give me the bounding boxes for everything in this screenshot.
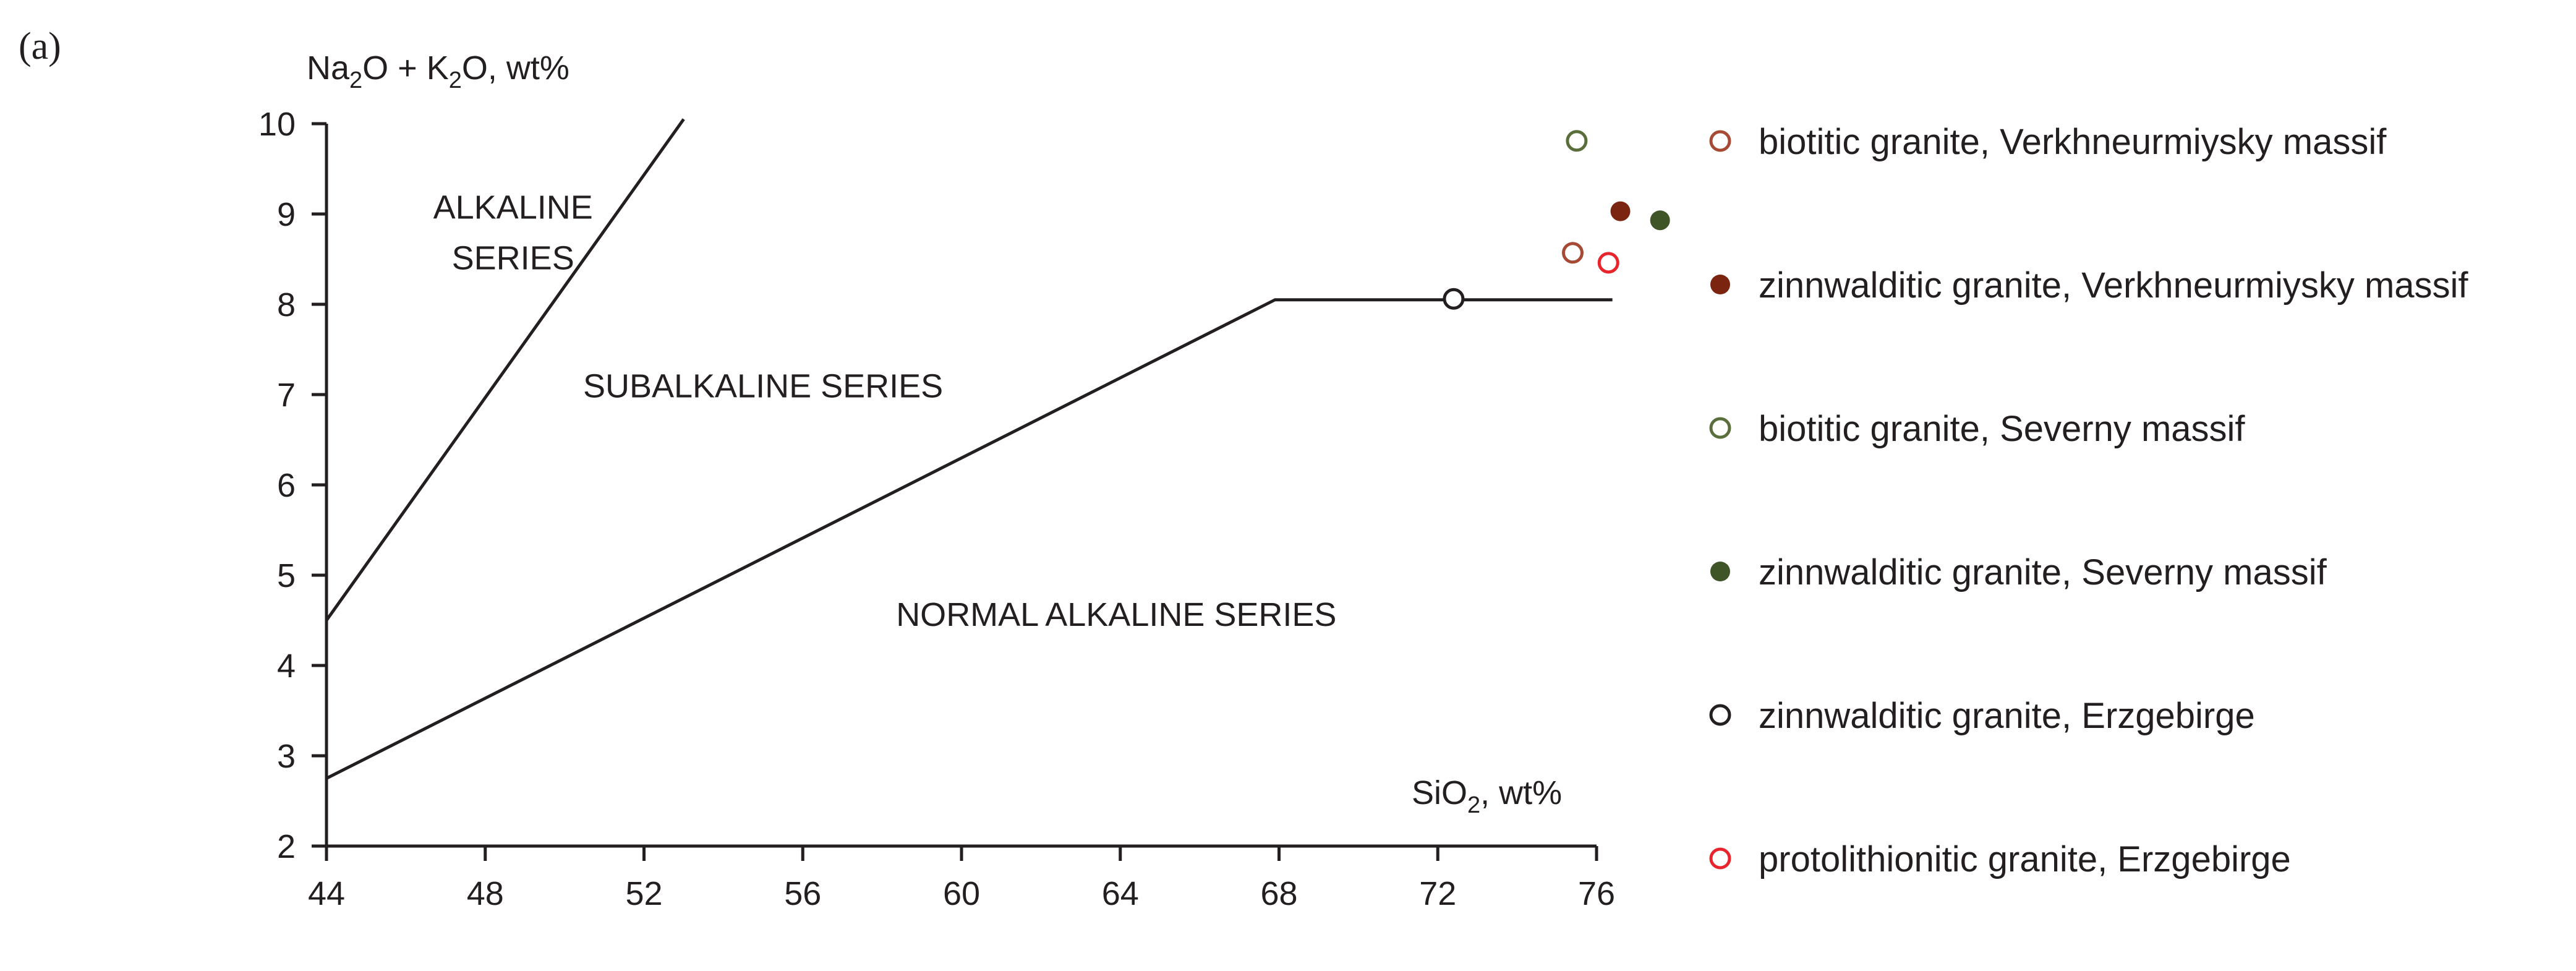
legend-label: zinnwalditic granite, Severny massif: [1759, 552, 2327, 592]
panel-label: (a): [19, 25, 61, 67]
legend-item: zinnwalditic granite, Erzgebirge: [1709, 696, 2255, 736]
data-point: [1650, 210, 1670, 231]
data-point: [1443, 288, 1465, 310]
y-ticks: 2 3 4 5 6 7 8 9 10: [258, 106, 326, 865]
x-tick-label: 44: [308, 875, 345, 912]
data-point: [1597, 252, 1619, 274]
legend-label: biotitic granite, Verkhneurmiysky massif: [1759, 122, 2387, 162]
legend-marker: [1709, 847, 1731, 870]
region-label: SUBALKALINE SERIES: [583, 367, 943, 404]
region-labels: ALKALINE SERIES SUBALKALINE SERIES NORMAL A…: [433, 189, 1337, 633]
x-tick-label: 76: [1578, 875, 1615, 912]
legend-label: zinnwalditic granite, Erzgebirge: [1759, 696, 2255, 736]
legend-marker: [1709, 130, 1731, 152]
y-tick-label: 3: [277, 738, 296, 775]
x-tick-label: 52: [625, 875, 662, 912]
y-tick-label: 4: [277, 648, 296, 685]
legend-item: biotitic granite, Verkhneurmiysky massif: [1709, 122, 2387, 162]
x-axis-label: SiO2, wt%: [1412, 774, 1562, 818]
legend-item: zinnwalditic granite, Severny massif: [1710, 552, 2327, 592]
legend-item: zinnwalditic granite, Verkhneurmiysky ma…: [1710, 265, 2468, 306]
y-tick-label: 2: [277, 828, 296, 865]
legend-item: protolithionitic granite, Erzgebirge: [1709, 839, 2291, 879]
x-tick-label: 56: [784, 875, 821, 912]
legend-marker: [1710, 275, 1730, 294]
legend-label: protolithionitic granite, Erzgebirge: [1759, 839, 2291, 879]
legend-marker: [1710, 562, 1730, 581]
x-tick-label: 72: [1419, 875, 1456, 912]
legend-label: biotitic granite, Severny massif: [1759, 409, 2245, 449]
legend: biotitic granite, Verkhneurmiysky massif…: [1709, 122, 2468, 879]
legend-marker: [1709, 704, 1731, 726]
boundary-lines: [325, 118, 1613, 780]
legend-marker: [1709, 417, 1731, 439]
data-points: [1443, 130, 1670, 310]
boundary-line-alkaline-subalkaline: [325, 118, 685, 622]
y-tick-label: 7: [277, 377, 296, 414]
x-tick-label: 60: [943, 875, 980, 912]
x-ticks: 44 48 52 56 60 64 68 72 76: [308, 846, 1615, 912]
legend-label: zinnwalditic granite, Verkhneurmiysky ma…: [1759, 265, 2468, 306]
y-tick-label: 9: [277, 196, 296, 233]
boundary-line-subalkaline-normal: [325, 298, 1613, 780]
legend-item: biotitic granite, Severny massif: [1709, 409, 2245, 449]
region-label: ALKALINE SERIES: [433, 189, 593, 276]
y-axis-label: Na2O + K2O, wt%: [307, 49, 569, 93]
y-tick-label: 8: [277, 286, 296, 323]
data-point: [1566, 130, 1588, 152]
y-tick-label: 5: [277, 557, 296, 594]
data-point: [1561, 242, 1584, 264]
data-point: [1610, 201, 1631, 221]
region-label: NORMAL ALKALINE SERIES: [896, 596, 1336, 633]
x-tick-label: 64: [1102, 875, 1139, 912]
x-tick-label: 68: [1260, 875, 1297, 912]
y-tick-label: 10: [258, 106, 296, 143]
x-tick-label: 48: [467, 875, 504, 912]
y-tick-label: 6: [277, 467, 296, 504]
